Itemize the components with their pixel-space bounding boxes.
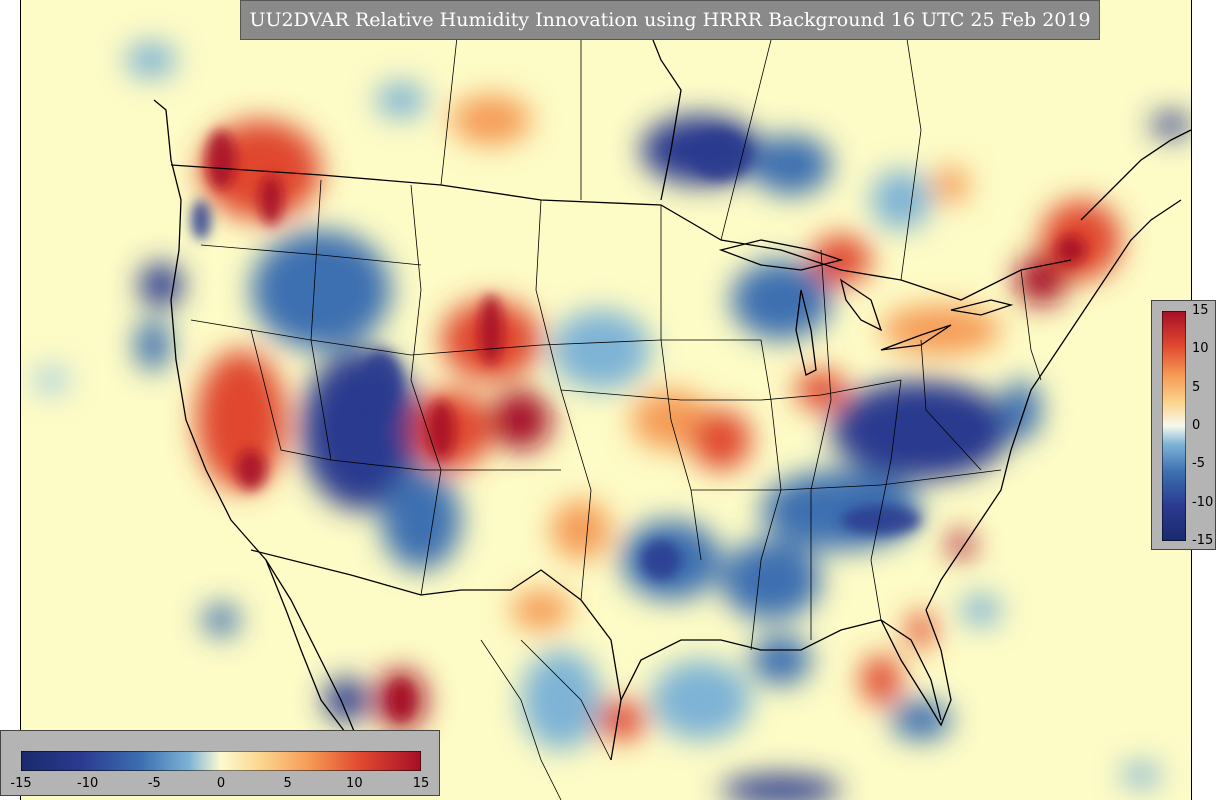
- vertical-colorbar: [1162, 311, 1186, 541]
- lake-huron: [839, 278, 883, 332]
- horizontal-colorbar-tick-label: -10: [77, 776, 99, 791]
- vertical-colorbar-tick-label: -5: [1192, 456, 1205, 472]
- horizontal-colorbar-tick-label: -15: [10, 776, 32, 791]
- vertical-colorbar-tick-label: 0: [1192, 418, 1201, 433]
- coastline-west: [153, 99, 382, 791]
- horizontal-colorbar-legend: -15 -10 -5 0 5 10 15: [0, 730, 440, 796]
- border-us-mexico: [250, 549, 622, 701]
- rh-innovation-map: [21, 0, 1191, 800]
- horizontal-colorbar-tick-label: 5: [283, 776, 292, 791]
- lake-ontario: [950, 299, 1014, 316]
- map-frame: [20, 0, 1192, 800]
- horizontal-colorbar-tick-label: -5: [147, 776, 161, 791]
- coastline-baja: [265, 559, 367, 761]
- horizontal-colorbar: [21, 751, 421, 771]
- coastline-canada-east: [1080, 129, 1191, 221]
- lake-superior: [718, 239, 844, 271]
- map-title: UU2DVAR Relative Humidity Innovation usi…: [240, 0, 1100, 40]
- horizontal-colorbar-tick-label: 15: [412, 776, 430, 791]
- coastline-east: [925, 199, 1182, 611]
- coastline-florida: [880, 609, 952, 727]
- horizontal-colorbar-tick-label: 10: [346, 776, 363, 791]
- border-us-canada: [170, 164, 1072, 301]
- hudson-bay-edge: [640, 9, 682, 201]
- lake-erie: [880, 324, 952, 351]
- lake-michigan: [795, 289, 817, 376]
- vertical-colorbar-tick-label: 5: [1192, 379, 1201, 395]
- horizontal-colorbar-tick-label: 0: [216, 776, 226, 791]
- coastline-gulf: [610, 619, 942, 761]
- vertical-colorbar-tick-label: 10: [1192, 341, 1209, 357]
- vertical-colorbar-tick-label: -15: [1192, 533, 1214, 548]
- innovation-field-detail: [191, 130, 1086, 720]
- vertical-colorbar-legend: 15 10 5 0 -5 -10 -15: [1151, 300, 1216, 550]
- state-borders: [190, 0, 1042, 800]
- map-boundaries: [153, 9, 1191, 791]
- vertical-colorbar-tick-label: 15: [1192, 303, 1209, 318]
- vertical-colorbar-tick-label: -10: [1192, 494, 1214, 510]
